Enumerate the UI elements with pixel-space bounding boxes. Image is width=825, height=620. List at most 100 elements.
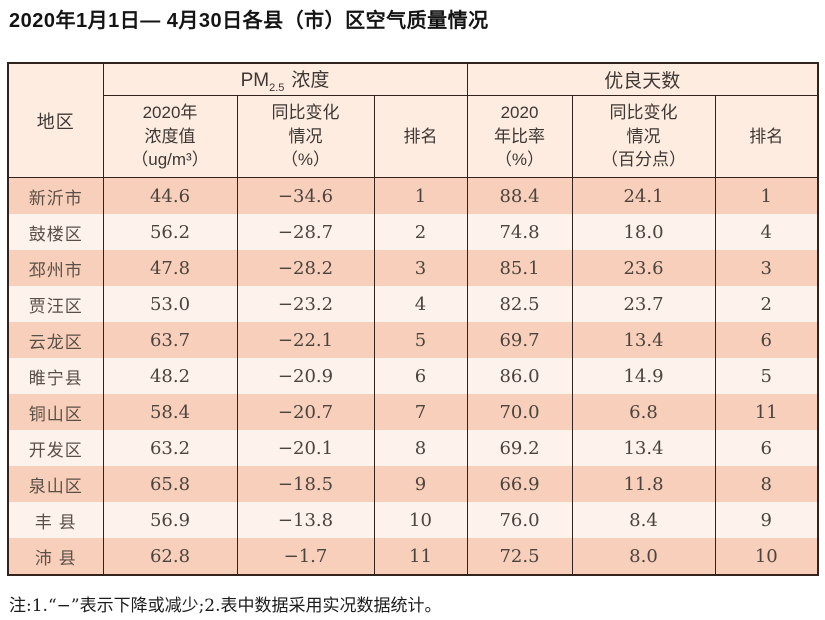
pm-value-cell: 48.2 [102,358,238,394]
pm-rank-cell: 3 [373,250,468,286]
pm-subscript: 2.5 [269,81,285,94]
table-body: 新沂市 44.6 −34.6 1 88.4 24.1 1 鼓楼区 56.2 −2… [7,177,819,575]
table-row: 睢宁县 48.2 −20.9 6 86.0 14.9 5 [7,358,819,394]
pm-change-cell: −34.6 [236,177,375,214]
header-group-row: 地区 PM2.5 浓度 优良天数 [7,62,819,178]
region-cell: 铜山区 [7,394,104,430]
good-ratio-cell: 70.0 [466,394,573,430]
good-change-cell: 24.1 [571,177,716,214]
good-ratio-cell: 66.9 [466,466,573,502]
region-cell: 沛 县 [7,538,104,575]
good-change-cell: 14.9 [571,358,716,394]
good-rank-cell: 1 [714,177,819,214]
pm-rank-cell: 4 [373,286,468,322]
region-cell: 邳州市 [7,250,104,286]
good-rank-cell: 3 [714,250,819,286]
header-good-ratio: 2020 年比率 （%） [466,95,573,178]
good-ratio-cell: 74.8 [466,214,573,250]
table-header: 地区 PM2.5 浓度 优良天数 2020年 浓度值 （ug/m³） 同比变化 情… [7,62,819,178]
region-cell: 云龙区 [7,322,104,358]
pm-rank-cell: 5 [373,322,468,358]
good-ratio-cell: 69.7 [466,322,573,358]
good-change-cell: 8.0 [571,538,716,575]
pm-rank-cell: 8 [373,430,468,466]
header-pm-rank: 排名 [373,95,468,178]
pm-rank-cell: 7 [373,394,468,430]
pm-value-cell: 63.2 [102,430,238,466]
page-title: 2020年1月1日— 4月30日各县（市）区空气质量情况 [9,10,489,32]
pm-rank-cell: 11 [373,538,468,575]
pm-label: PM [240,70,270,92]
good-change-cell: 6.8 [571,394,716,430]
good-ratio-cell: 86.0 [466,358,573,394]
table-row: 新沂市 44.6 −34.6 1 88.4 24.1 1 [7,177,819,214]
pm-value-cell: 65.8 [102,466,238,502]
pm-rank-cell: 2 [373,214,468,250]
good-change-cell: 13.4 [571,430,716,466]
pm-value-cell: 63.7 [102,322,238,358]
pm-rank-cell: 9 [373,466,468,502]
good-change-cell: 23.7 [571,286,716,322]
pm-value-cell: 47.8 [102,250,238,286]
header-pm-group: PM2.5 浓度 [102,62,468,96]
header-region: 地区 [7,62,104,178]
table-row: 鼓楼区 56.2 −28.7 2 74.8 18.0 4 [7,214,819,250]
pm-change-cell: −20.9 [236,358,375,394]
pm-value-cell: 62.8 [102,538,238,575]
pm-change-cell: −28.7 [236,214,375,250]
good-rank-cell: 8 [714,466,819,502]
pm-rank-cell: 1 [373,177,468,214]
good-change-cell: 11.8 [571,466,716,502]
good-change-cell: 18.0 [571,214,716,250]
good-change-cell: 13.4 [571,322,716,358]
pm-change-cell: −23.2 [236,286,375,322]
pm-value-cell: 53.0 [102,286,238,322]
good-rank-cell: 11 [714,394,819,430]
air-quality-table: 地区 PM2.5 浓度 优良天数 2020年 浓度值 （ug/m³） 同比变化 情… [7,62,820,576]
table-row: 贾汪区 53.0 −23.2 4 82.5 23.7 2 [7,286,819,322]
header-pm-change: 同比变化 情况 （%） [236,95,375,178]
region-cell: 丰 县 [7,502,104,538]
pm-rank-cell: 10 [373,502,468,538]
pm-change-cell: −13.8 [236,502,375,538]
pm-rank-cell: 6 [373,358,468,394]
pm-value-cell: 44.6 [102,177,238,214]
pm-change-cell: −20.7 [236,394,375,430]
pm-change-cell: −18.5 [236,466,375,502]
good-rank-cell: 10 [714,538,819,575]
region-cell: 开发区 [7,430,104,466]
pm-value-cell: 58.4 [102,394,238,430]
good-rank-cell: 5 [714,358,819,394]
good-rank-cell: 2 [714,286,819,322]
table-row: 丰 县 56.9 −13.8 10 76.0 8.4 9 [7,502,819,538]
region-cell: 睢宁县 [7,358,104,394]
header-good-change: 同比变化 情况 （百分点） [571,95,716,178]
good-rank-cell: 4 [714,214,819,250]
region-cell: 鼓楼区 [7,214,104,250]
pm-label-suffix: 浓度 [291,70,330,92]
pm-change-cell: −22.1 [236,322,375,358]
header-good-rank: 排名 [714,95,819,178]
header-good-days-group: 优良天数 [466,62,819,96]
good-rank-cell: 6 [714,322,819,358]
header-sub-row: 2020年 浓度值 （ug/m³） 同比变化 情况 （%） 排名 2020 年比… [8,95,819,178]
good-ratio-cell: 72.5 [466,538,573,575]
good-rank-cell: 6 [714,430,819,466]
good-change-cell: 23.6 [571,250,716,286]
table-row: 开发区 63.2 −20.1 8 69.2 13.4 6 [7,430,819,466]
good-ratio-cell: 76.0 [466,502,573,538]
region-cell: 泉山区 [7,466,104,502]
good-change-cell: 8.4 [571,502,716,538]
table-row: 沛 县 62.8 −1.7 11 72.5 8.0 10 [7,538,819,575]
header-pm-concentration: 2020年 浓度值 （ug/m³） [102,95,238,178]
table-row: 铜山区 58.4 −20.7 7 70.0 6.8 11 [7,394,819,430]
good-ratio-cell: 88.4 [466,177,573,214]
pm-change-cell: −1.7 [236,538,375,575]
good-ratio-cell: 69.2 [466,430,573,466]
pm-value-cell: 56.9 [102,502,238,538]
pm-change-cell: −28.2 [236,250,375,286]
region-cell: 贾汪区 [7,286,104,322]
pm-value-cell: 56.2 [102,214,238,250]
good-ratio-cell: 82.5 [466,286,573,322]
